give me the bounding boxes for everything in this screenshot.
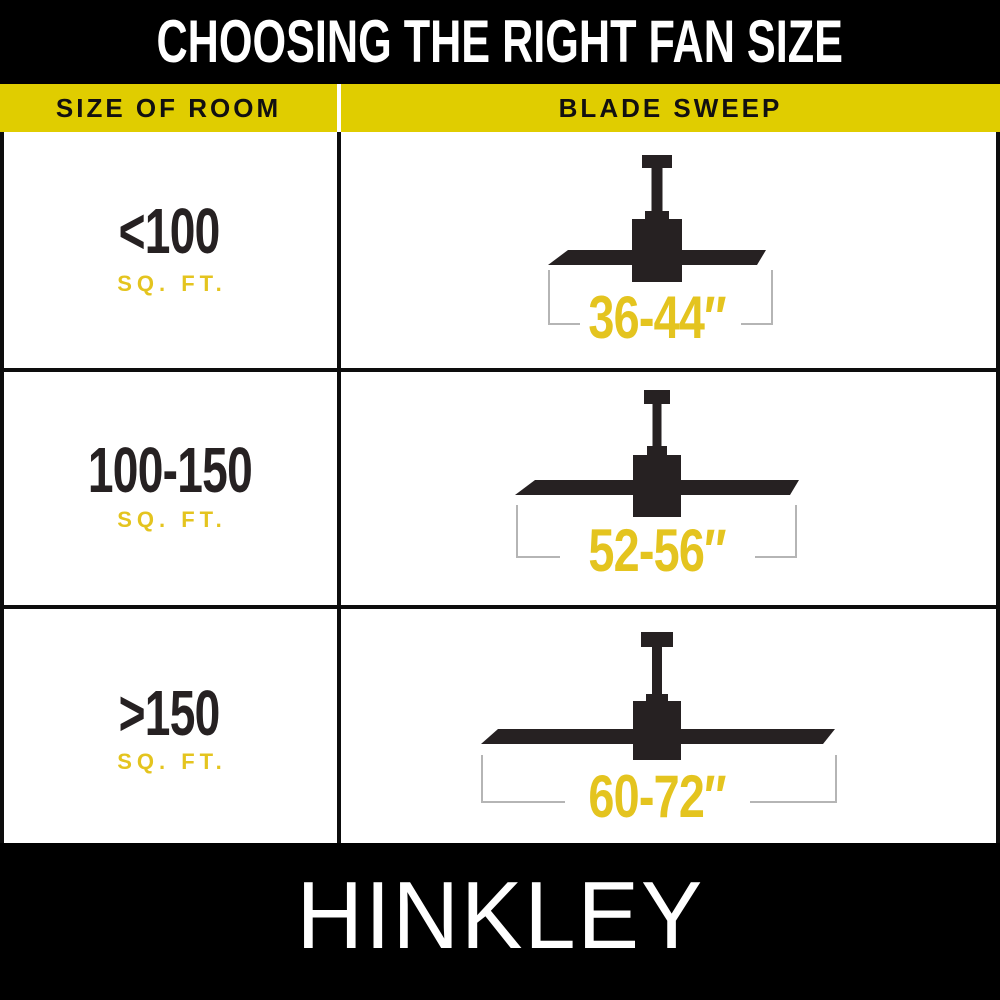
fan-downrod	[652, 403, 662, 450]
fan-coupler	[645, 211, 669, 221]
fan-downrod	[652, 645, 662, 698]
row-divider-1	[0, 368, 1000, 372]
measurement-bracket-left	[481, 755, 565, 803]
column-header-sweep-label: BLADE SWEEP	[558, 92, 783, 123]
row-divider-2	[0, 605, 1000, 609]
measurement-bracket-left	[516, 505, 560, 558]
blade-sweep-value: 52-56″	[588, 517, 726, 584]
fan-mount	[642, 155, 672, 168]
room-size-value: >150	[119, 677, 221, 749]
ceiling-fan-icon	[481, 632, 837, 803]
fan-downrod	[651, 166, 663, 213]
measurement-bracket-right	[750, 755, 837, 803]
column-divider-white	[337, 84, 341, 132]
fan-motor	[633, 701, 681, 760]
page-title: CHOOSING THE RIGHT FAN SIZE	[156, 8, 844, 75]
blade-sweep-value: 60-72″	[588, 763, 726, 830]
table-row: 100-150 SQ. FT. 52-56″	[0, 372, 1000, 605]
table-border-left	[0, 132, 4, 843]
fan-motor	[633, 455, 681, 517]
fan-mount	[644, 390, 670, 404]
measurement-bracket-left	[548, 270, 580, 325]
room-size-value: <100	[119, 195, 221, 267]
fan-motor	[632, 219, 682, 282]
brand-band: HINKLEY	[0, 843, 1000, 1000]
fan-coupler	[646, 694, 668, 705]
table-row: <100 SQ. FT. 36-44″	[0, 132, 1000, 368]
measurement-bracket-right	[741, 270, 773, 325]
measurement-bracket-right	[755, 505, 797, 558]
fan-mount	[641, 632, 673, 647]
table-row: >150 SQ. FT. 60-72″	[0, 609, 1000, 843]
room-size-value: 100-150	[87, 434, 252, 506]
table-border-right	[996, 132, 1000, 843]
title-band: CHOOSING THE RIGHT FAN SIZE	[0, 0, 1000, 84]
room-size-unit: SQ. FT.	[117, 271, 227, 296]
fan-coupler	[647, 446, 667, 457]
column-header-row: SIZE OF ROOM BLADE SWEEP	[0, 84, 1000, 132]
column-header-room: SIZE OF ROOM	[0, 84, 337, 132]
blade-sweep-value: 36-44″	[588, 284, 726, 351]
ceiling-fan-icon	[515, 390, 799, 558]
ceiling-fan-icon	[548, 155, 773, 325]
brand-logo-text: HINKLEY	[296, 861, 704, 969]
column-header-sweep: BLADE SWEEP	[341, 84, 1000, 132]
column-header-room-label: SIZE OF ROOM	[55, 92, 282, 123]
room-size-unit: SQ. FT.	[117, 749, 227, 774]
room-size-unit: SQ. FT.	[117, 507, 227, 532]
column-divider-line	[337, 132, 341, 843]
